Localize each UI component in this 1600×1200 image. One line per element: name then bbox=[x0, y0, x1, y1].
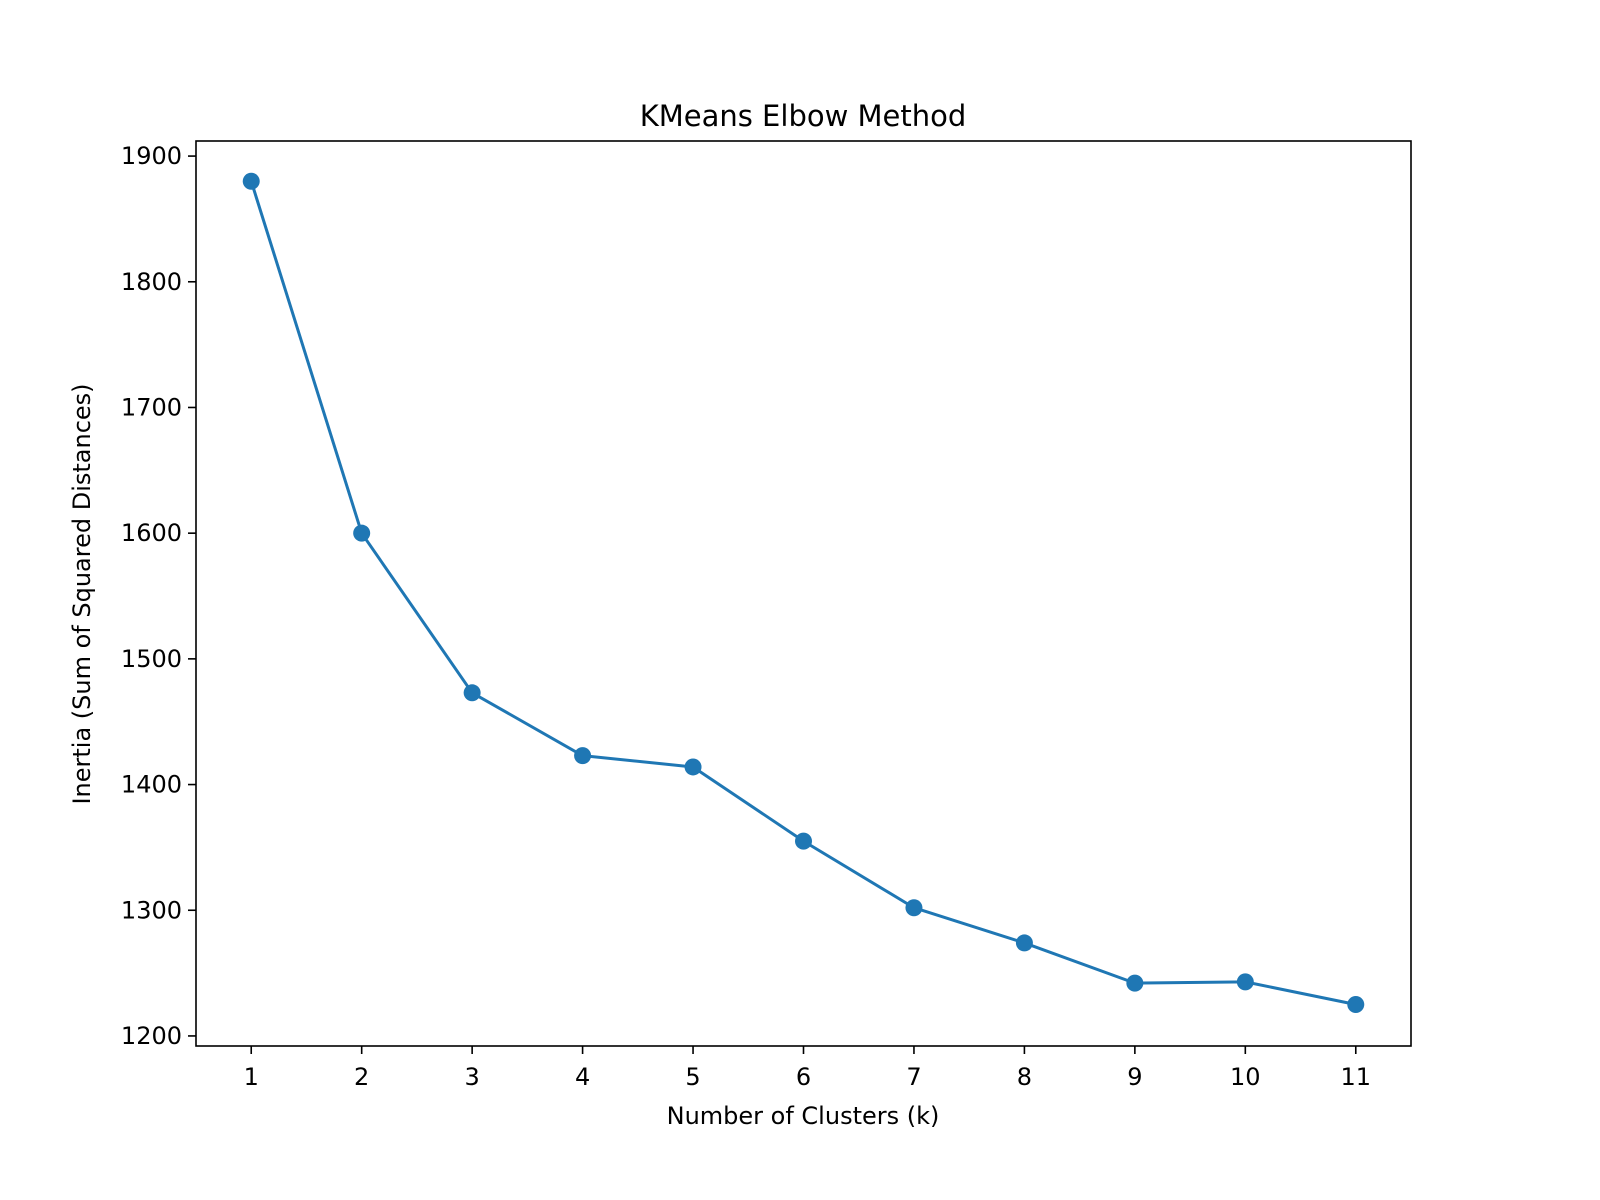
y-tick-label: 1300 bbox=[121, 896, 182, 924]
x-tick-label: 11 bbox=[1340, 1063, 1371, 1091]
data-point bbox=[574, 747, 592, 765]
x-tick-label: 7 bbox=[906, 1063, 921, 1091]
y-tick-label: 1600 bbox=[121, 519, 182, 547]
x-tick-label: 5 bbox=[685, 1063, 700, 1091]
y-tick-label: 1800 bbox=[121, 268, 182, 296]
data-point bbox=[242, 172, 260, 190]
x-tick-label: 4 bbox=[575, 1063, 590, 1091]
data-point bbox=[1236, 973, 1254, 991]
data-point bbox=[1126, 974, 1144, 992]
data-point bbox=[463, 684, 481, 702]
y-tick-label: 1200 bbox=[121, 1022, 182, 1050]
data-point bbox=[905, 899, 923, 917]
data-point bbox=[795, 832, 812, 850]
y-tick-label: 1900 bbox=[121, 142, 182, 170]
data-point bbox=[353, 524, 371, 542]
data-point bbox=[684, 758, 702, 776]
x-tick-label: 6 bbox=[796, 1063, 811, 1091]
x-tick-label: 10 bbox=[1230, 1063, 1261, 1091]
y-axis: 1200 1300 1400 1500 1600 1700 1800 1900 bbox=[121, 142, 196, 1050]
x-tick-label: 2 bbox=[354, 1063, 369, 1091]
plot-area bbox=[242, 172, 1365, 1014]
x-tick-label: 3 bbox=[464, 1063, 479, 1091]
x-axis-title: Number of Clusters (k) bbox=[667, 1102, 940, 1130]
y-axis-title: Inertia (Sum of Squared Distances) bbox=[68, 383, 96, 804]
y-tick-label: 1700 bbox=[121, 393, 182, 421]
x-tick-label: 9 bbox=[1127, 1063, 1142, 1091]
x-axis: 1 2 3 4 5 6 7 8 9 10 11 bbox=[244, 1046, 1371, 1091]
data-point bbox=[1347, 996, 1365, 1014]
data-point bbox=[1015, 934, 1033, 952]
y-tick-label: 1400 bbox=[121, 771, 182, 799]
chart-title: KMeans Elbow Method bbox=[640, 99, 967, 133]
y-tick-label: 1500 bbox=[121, 645, 182, 673]
x-tick-label: 1 bbox=[244, 1063, 259, 1091]
x-tick-label: 8 bbox=[1017, 1063, 1032, 1091]
